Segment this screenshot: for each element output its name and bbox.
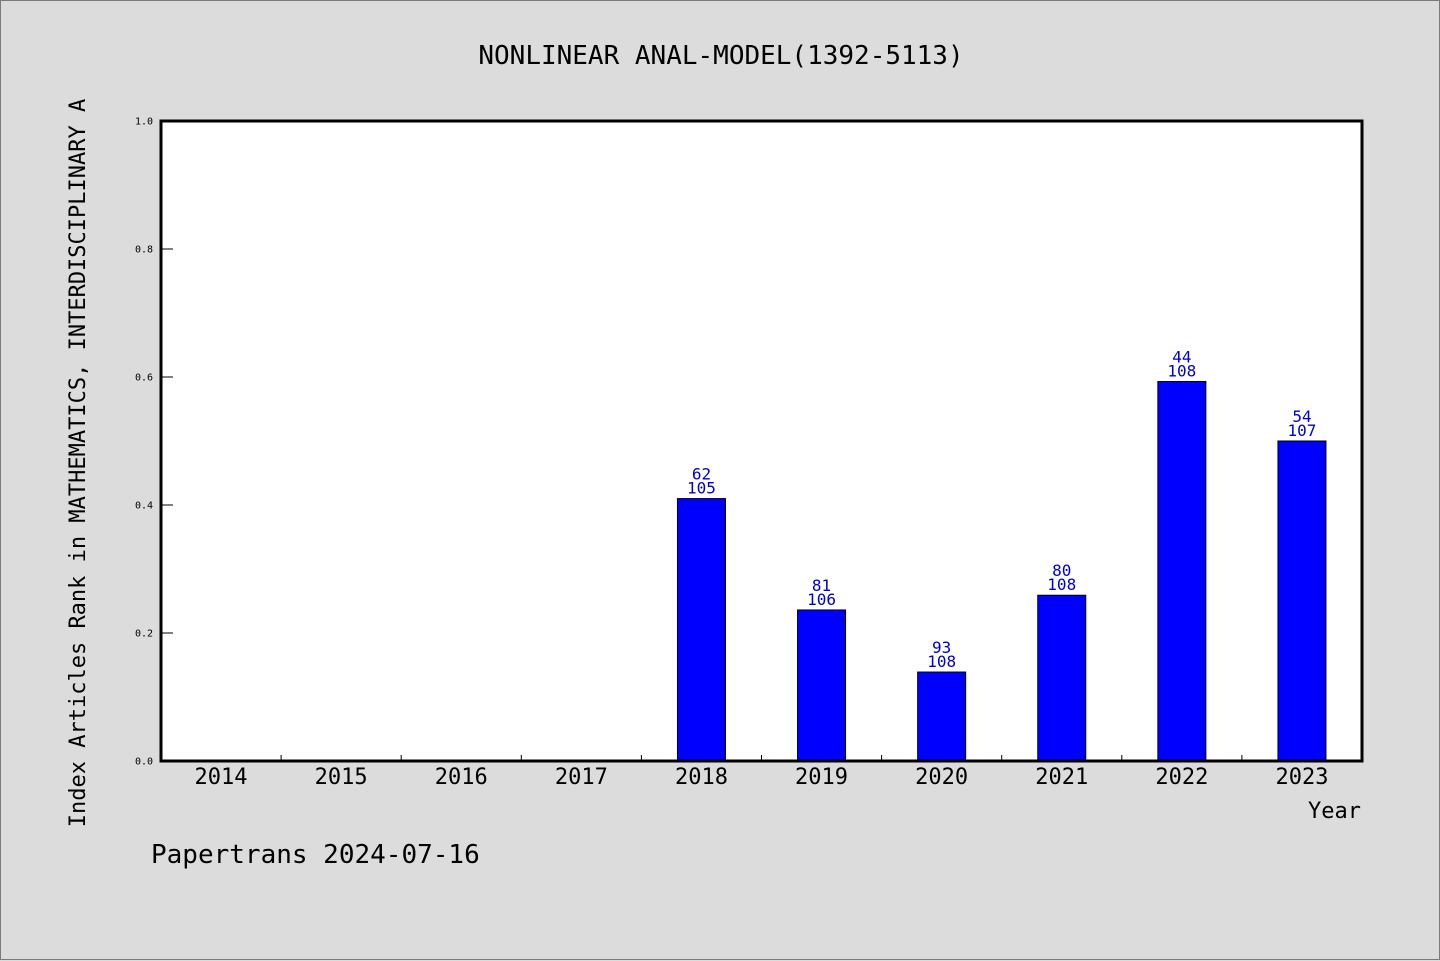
bar-rank-label: 44	[1172, 347, 1191, 366]
bar	[1157, 380, 1207, 762]
bar	[1037, 594, 1087, 762]
y-tick-label: 0.8	[135, 245, 153, 256]
bar	[676, 498, 726, 762]
bar-total-label: 105	[687, 479, 716, 498]
bar-total-label: 108	[927, 652, 956, 671]
bar-total-label: 106	[807, 590, 836, 609]
bar	[797, 609, 847, 762]
bar	[917, 671, 967, 762]
bar-total-label: 107	[1287, 421, 1316, 440]
x-tick-label: 2023	[1275, 765, 1328, 790]
plot-border	[159, 119, 1364, 763]
x-tick-label: 2017	[555, 765, 608, 790]
x-tick-label: 2019	[795, 765, 848, 790]
x-tick-label: 2018	[675, 765, 728, 790]
x-tick-label: 2014	[195, 765, 248, 790]
x-tick-label: 2022	[1155, 765, 1208, 790]
chart-title: NONLINEAR ANAL-MODEL(1392-5113)	[478, 41, 963, 71]
x-axis-label: Year	[1308, 799, 1361, 824]
y-tick-label: 0.4	[135, 501, 153, 512]
y-tick-label: 1.0	[135, 117, 153, 128]
x-tick-label: 2016	[435, 765, 488, 790]
bar-rank-label: 80	[1052, 561, 1071, 580]
y-tick-label: 0.6	[135, 373, 153, 384]
x-tick-label: 2015	[315, 765, 368, 790]
bar	[1277, 440, 1327, 762]
y-tick-label: 0.0	[135, 757, 153, 768]
bar-total-label: 108	[1167, 361, 1196, 380]
x-tick-label: 2021	[1035, 765, 1088, 790]
y-tick-label: 0.2	[135, 629, 153, 640]
bar-total-label: 108	[1047, 575, 1076, 594]
y-axis-label: Index Articles Rank in MATHEMATICS, INTE…	[66, 99, 91, 827]
bar-rank-label: 54	[1292, 407, 1311, 426]
bar-rank-label: 93	[932, 638, 951, 657]
footer-text: Papertrans 2024-07-16	[151, 840, 480, 870]
x-axis-ticks: 2014 2015 2016 2017 2018 2019 2020 2021 2022 2023	[195, 755, 1328, 790]
bar-rank-label: 81	[812, 576, 831, 595]
bar-rank-label: 62	[692, 465, 711, 484]
x-tick-label: 2020	[915, 765, 968, 790]
